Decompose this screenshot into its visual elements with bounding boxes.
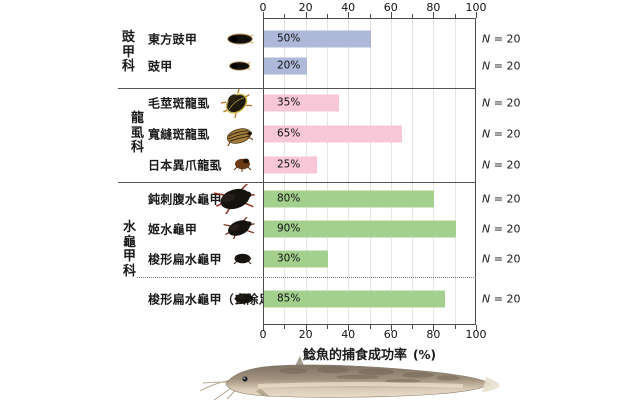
bar-value-label: 50% [277, 32, 301, 45]
axis-tick-label-top: 60 [383, 1, 398, 14]
axis-tick [284, 14, 286, 18]
axis-tick [263, 325, 264, 331]
axis-tick [348, 325, 350, 331]
row-label-7: 姬水龜甲 [148, 222, 198, 237]
axis-tick [433, 12, 435, 18]
row-label-1: 東方豉甲 [148, 32, 198, 47]
axis-tick [390, 12, 392, 18]
bar-row-4: 65% [264, 125, 403, 143]
axis-tick [284, 325, 286, 329]
bar-row-6: 80% [264, 190, 435, 208]
diving-beetle-banded-icon [226, 128, 253, 146]
axis-tick-label-bottom: 60 [383, 328, 398, 341]
family-label-hydrophilidae: 水龜甲科 [122, 220, 136, 279]
sample-size-label: N = 20 [482, 292, 521, 306]
axis-tick-label-bottom: 0 [259, 328, 267, 341]
axis-tick-label-top: 40 [341, 1, 356, 14]
axis-tick-label-top: 80 [426, 1, 441, 14]
axis-tick-label-bottom: 20 [298, 328, 313, 341]
sample-size-label: N = 20 [482, 96, 521, 110]
sample-size-label: N = 20 [482, 222, 521, 236]
water-scavenger-beetle-medium-icon [223, 217, 255, 239]
row-label-5: 日本異爪龍虱 [148, 158, 222, 173]
axis-tick-label-top: 0 [259, 1, 267, 14]
axis-tick [263, 12, 264, 18]
axis-tick [390, 325, 392, 331]
gridline [326, 19, 328, 324]
diving-beetle-small-icon [233, 158, 252, 172]
whirligig-beetle-small-icon [229, 61, 251, 71]
axis-tick [305, 12, 307, 18]
axis-tick [369, 14, 371, 18]
whirligig-beetle-icon [227, 33, 254, 45]
bar-value-label: 90% [277, 222, 301, 235]
row-label-2: 豉甲 [148, 59, 173, 74]
bar-row-7: 90% [264, 220, 456, 238]
gridline [369, 19, 371, 324]
sample-size-label: N = 20 [482, 158, 521, 172]
sample-size-label: N = 20 [482, 59, 521, 73]
axis-tick [326, 325, 328, 329]
group-separator-line [118, 88, 476, 89]
axis-tick [369, 325, 371, 329]
bar-row-1: 50% [264, 30, 371, 48]
family-label-dytiscidae: 龍虱科 [130, 111, 144, 155]
bar-value-label: 35% [277, 96, 301, 109]
x-axis-title: 鯰魚的捕食成功率 (%) [263, 344, 476, 363]
axis-tick [476, 12, 477, 18]
axis-tick [454, 14, 456, 18]
bar-value-label: 65% [277, 127, 301, 140]
bar-row-8: 30% [264, 250, 328, 268]
bar-value-label: 80% [277, 192, 301, 205]
axis-tick [326, 14, 328, 18]
catfish-image [199, 356, 500, 400]
gridline [412, 19, 414, 324]
gridline [433, 19, 435, 324]
bar-value-label: 20% [277, 59, 301, 72]
gridline [454, 19, 456, 324]
gridline [390, 19, 392, 324]
water-scavenger-beetle-legless-icon [235, 293, 254, 304]
axis-tick [433, 325, 435, 331]
row-label-8: 梭形扁水龜甲 [148, 252, 222, 267]
axis-tick [476, 325, 477, 331]
family-label-gyrinidae: 豉甲科 [121, 30, 135, 74]
axis-tick [305, 325, 307, 331]
axis-tick [348, 12, 350, 18]
axis-tick-label-bottom: 80 [426, 328, 441, 341]
x-axis-title-text: 鯰魚的捕食成功率 [302, 348, 407, 363]
axis-tick-label-top: 100 [465, 1, 487, 14]
axis-tick [412, 14, 414, 18]
bar-value-label: 85% [277, 292, 301, 305]
axis-tick-label-top: 20 [298, 1, 313, 14]
water-scavenger-beetle-small-icon [233, 253, 252, 265]
sample-size-label: N = 20 [482, 192, 521, 206]
dashed-separator-line [137, 277, 476, 278]
row-label-3: 毛莖斑龍虱 [148, 96, 210, 111]
bar-row-2: 20% [264, 57, 307, 75]
bar-value-label: 25% [277, 158, 301, 171]
gridline [348, 19, 350, 324]
row-label-4: 寬縫斑龍虱 [148, 127, 210, 142]
axis-tick [412, 325, 414, 329]
axis-tick-label-bottom: 40 [341, 328, 356, 341]
diving-beetle-striped-icon [221, 89, 252, 118]
bar-row-9: 85% [264, 290, 446, 308]
bar-row-5: 25% [264, 156, 318, 174]
bar-value-label: 30% [277, 252, 301, 265]
sample-size-label: N = 20 [482, 32, 521, 46]
water-scavenger-beetle-large-icon [214, 184, 255, 214]
row-label-6: 鈍刺腹水龜甲 [148, 192, 222, 207]
axis-tick-label-bottom: 100 [465, 328, 487, 341]
bar-row-3: 35% [264, 94, 339, 112]
sample-size-label: N = 20 [482, 252, 521, 266]
axis-tick [454, 325, 456, 329]
sample-size-label: N = 20 [482, 127, 521, 141]
x-axis-unit: (%) [413, 348, 436, 362]
group-separator-line [118, 182, 476, 183]
